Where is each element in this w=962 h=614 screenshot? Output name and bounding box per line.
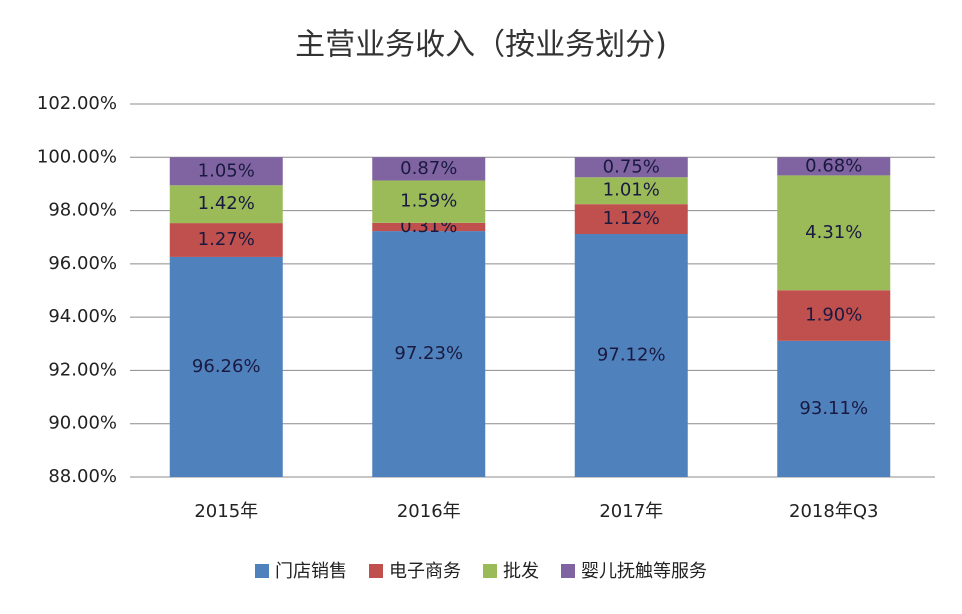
data-label: 96.26%	[192, 356, 261, 377]
data-label: 1.01%	[603, 180, 660, 201]
x-tick-label: 2018年Q3	[789, 501, 878, 522]
legend-swatch	[369, 564, 383, 578]
bar-segment	[372, 180, 486, 223]
data-label: 1.90%	[805, 305, 862, 326]
data-label: 1.12%	[603, 208, 660, 229]
data-label: 4.31%	[805, 222, 862, 243]
bar-segment	[777, 175, 891, 291]
legend-label: 电子商务	[389, 561, 461, 582]
legend-label: 门店销售	[275, 561, 347, 582]
bar-segment	[777, 340, 891, 477]
data-label: 93.11%	[799, 398, 868, 419]
bar-segment	[372, 222, 486, 232]
bar-segment	[372, 231, 486, 477]
legend-label: 婴儿抚触等服务	[581, 561, 707, 582]
bar-segment	[372, 157, 486, 181]
legend-swatch	[561, 564, 575, 578]
y-tick-label: 92.00%	[48, 359, 117, 380]
bar-segment	[777, 157, 891, 176]
data-label: 97.12%	[597, 345, 666, 366]
legend-label: 批发	[503, 561, 539, 582]
legend-swatch	[255, 564, 269, 578]
data-label: 0.87%	[400, 158, 457, 179]
bar-segment	[574, 204, 688, 235]
bar-segment	[169, 157, 283, 186]
y-tick-label: 102.00%	[37, 93, 117, 114]
data-label: 1.59%	[400, 191, 457, 212]
legend-swatch	[483, 564, 497, 578]
data-label: 1.42%	[198, 193, 255, 214]
bar-segment	[574, 157, 688, 178]
data-label: 1.05%	[198, 160, 255, 181]
data-label: 0.75%	[603, 156, 660, 177]
y-tick-label: 94.00%	[48, 306, 117, 327]
data-label: 97.23%	[394, 343, 463, 364]
bar-segment	[169, 256, 283, 477]
y-tick-label: 88.00%	[48, 466, 117, 487]
bar-segment	[169, 223, 283, 257]
x-tick-label: 2016年	[397, 501, 461, 522]
x-tick-label: 2017年	[599, 501, 663, 522]
x-tick-label: 2015年	[194, 501, 258, 522]
bar-segment	[574, 234, 688, 477]
data-label: 0.68%	[805, 155, 862, 176]
bar-segment	[574, 177, 688, 205]
bar-segment	[777, 290, 891, 341]
chart-title: 主营业务收入（按业务划分)	[295, 28, 667, 63]
data-label: 1.27%	[198, 229, 255, 250]
y-tick-label: 90.00%	[48, 413, 117, 434]
y-tick-label: 98.00%	[48, 200, 117, 221]
y-tick-label: 100.00%	[37, 146, 117, 167]
bar-segment	[169, 185, 283, 224]
y-tick-label: 96.00%	[48, 253, 117, 274]
